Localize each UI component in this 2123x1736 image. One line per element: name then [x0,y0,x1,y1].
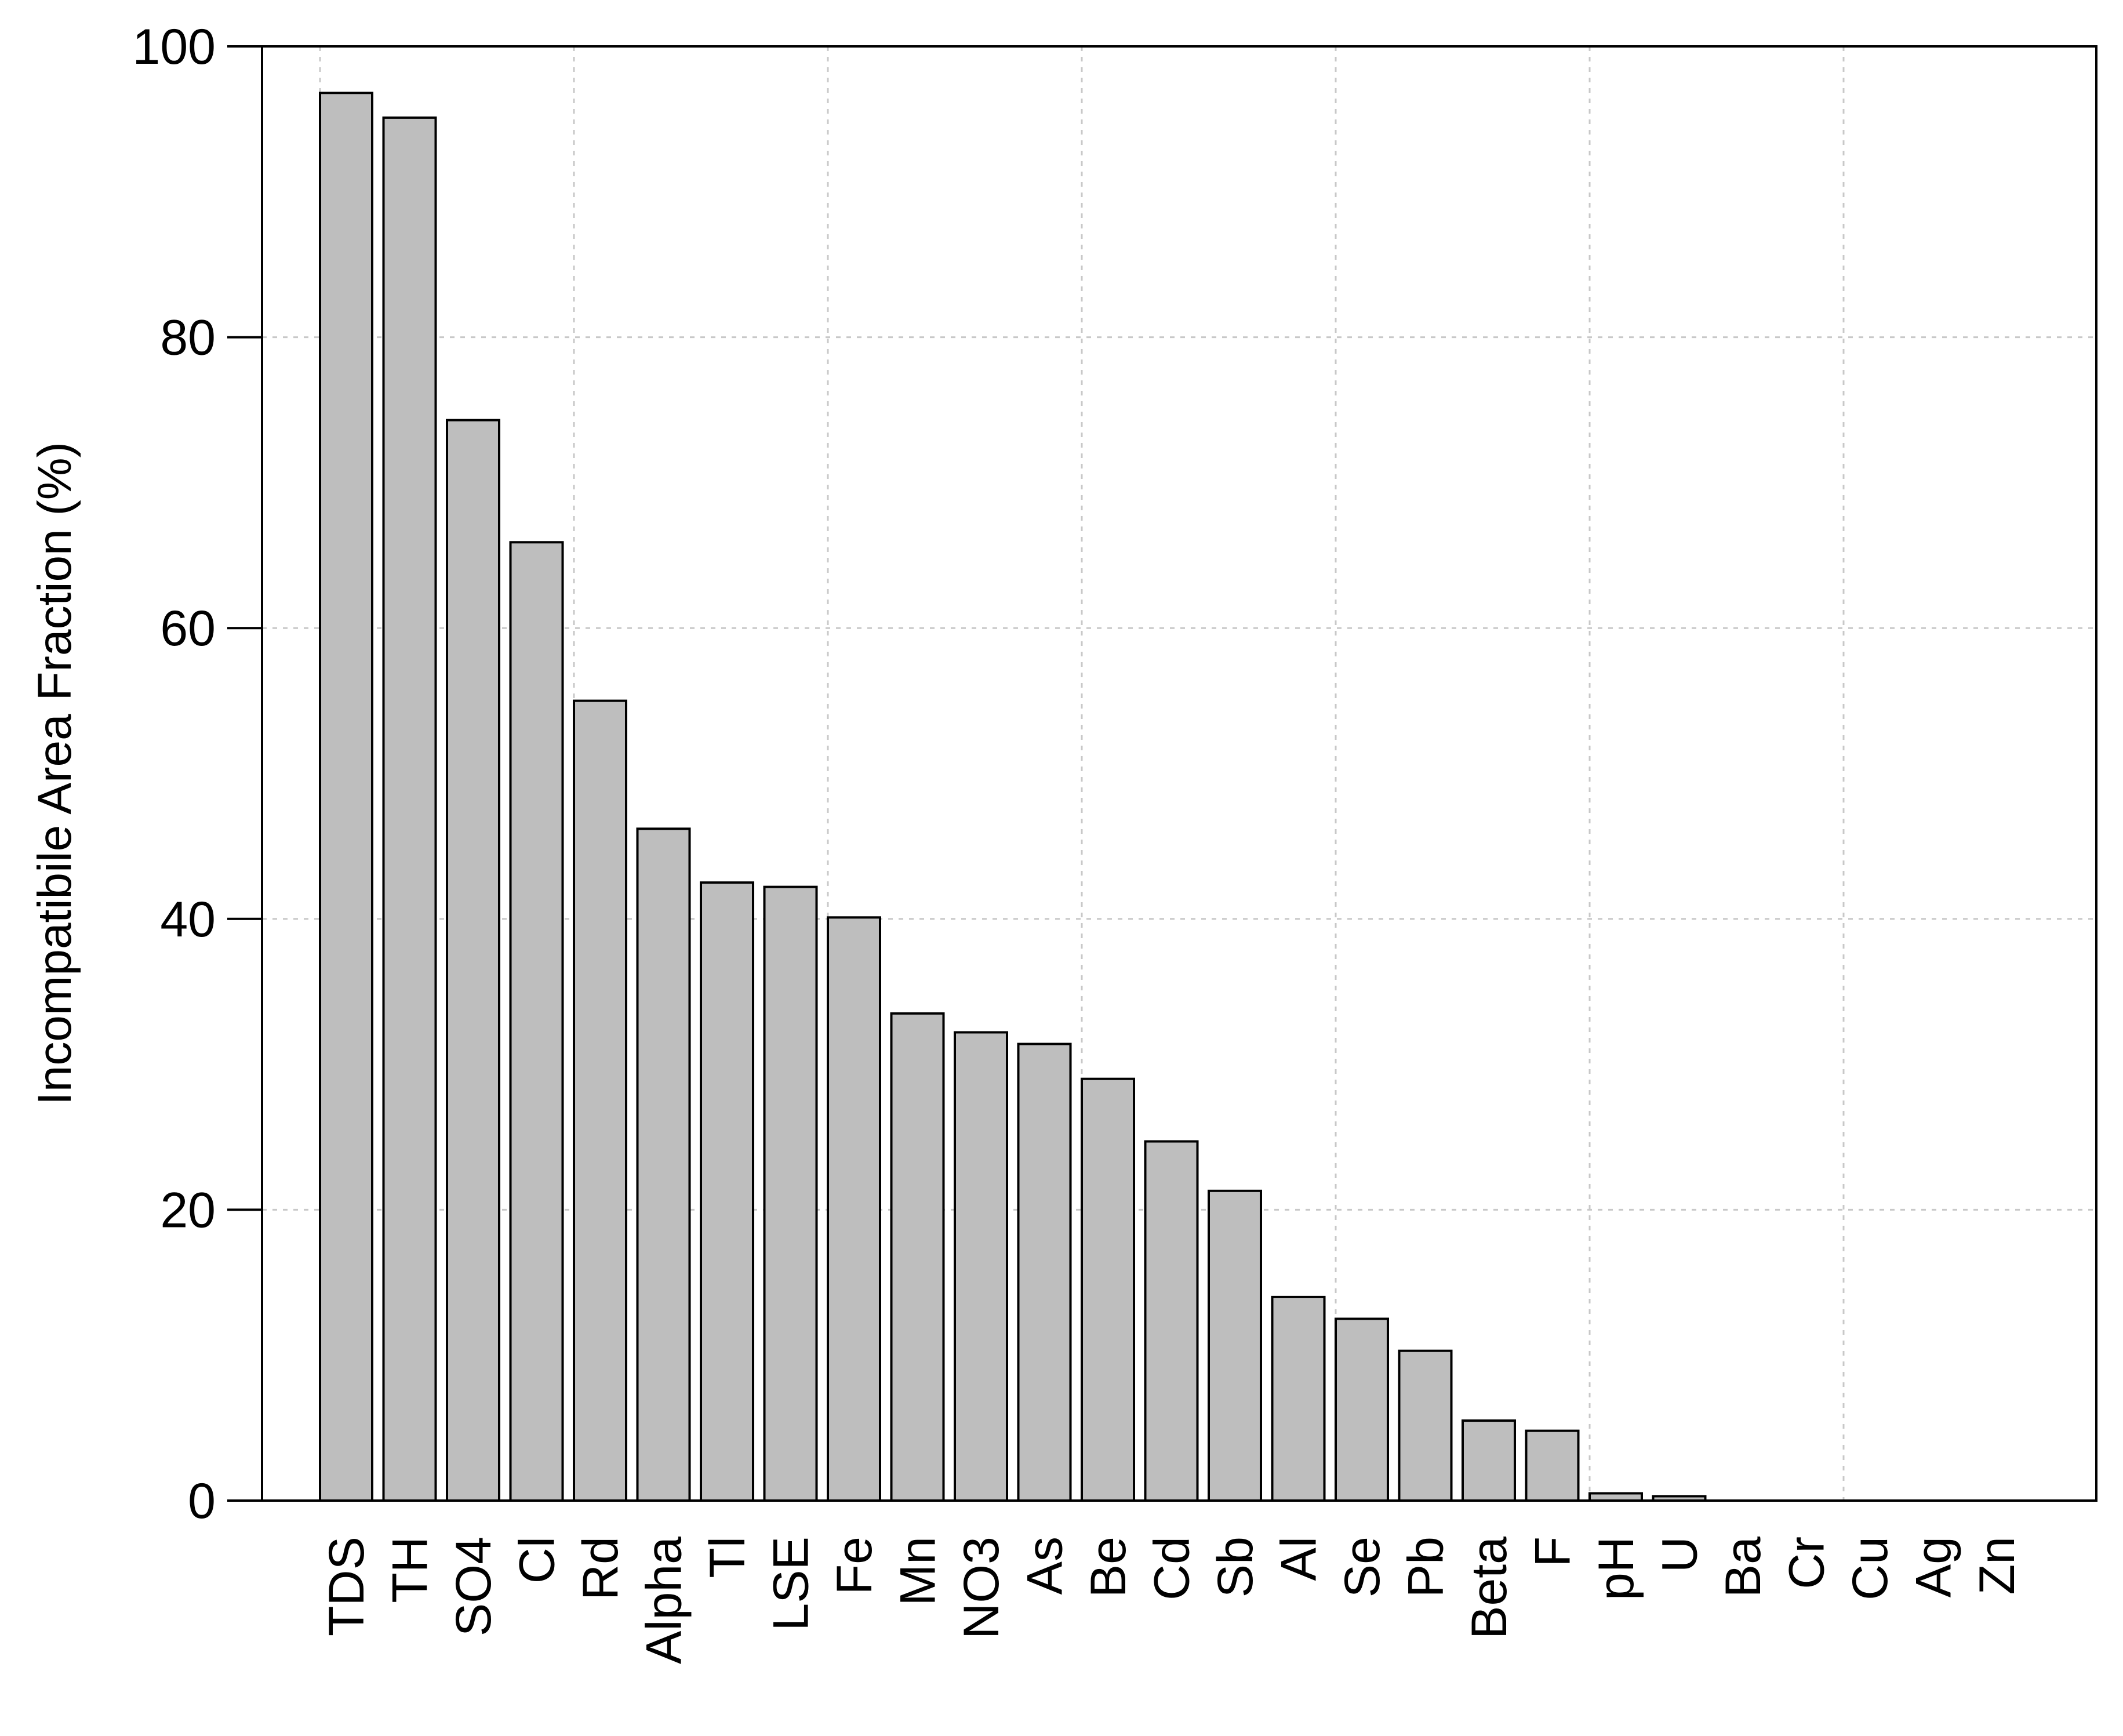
x-tick-label-Beta: Beta [1462,1537,1517,1639]
bar-Mn [890,1012,945,1502]
bar-F [1525,1429,1580,1502]
bar-NO3 [954,1031,1008,1502]
bar-Beta [1462,1419,1516,1502]
x-tick-label-Se: Se [1335,1537,1390,1597]
bar-LSE [763,885,818,1502]
x-tick-label-LSE: LSE [764,1537,819,1631]
bar-Be [1081,1077,1135,1502]
x-tick-label-Ag: Ag [1906,1537,1962,1597]
x-tick-label-Fe: Fe [827,1537,882,1595]
x-tick-label-Sb: Sb [1208,1537,1263,1597]
y-tick-label-40: 40 [160,892,216,947]
bar-TDS [319,92,373,1502]
bar-Fe [827,916,881,1502]
x-tick-label-SO4: SO4 [446,1537,501,1636]
x-tick-label-F: F [1525,1537,1581,1567]
axes: 0 20 40 60 80 100 TDS TH SO4 Cl Rd Alpha Tl LSE Fe Mn NO… [133,19,2097,1664]
y-tick-label-60: 60 [160,601,216,656]
bar-SO4 [446,419,500,1502]
x-tick-label-TDS: TDS [319,1537,375,1636]
x-tick-label-Pb: Pb [1398,1537,1454,1597]
y-tick-label-20: 20 [160,1182,216,1238]
bar-Cd [1144,1140,1199,1502]
x-tick-label-Tl: Tl [700,1537,755,1578]
bar-Alpha [636,827,691,1502]
x-tick-label-NO3: NO3 [954,1537,1009,1639]
plot-frame [261,45,2097,1502]
bar-Cl [509,541,564,1502]
bar-TH [382,116,437,1502]
x-tick-label-TH: TH [383,1537,438,1603]
x-tick-label-Rd: Rd [573,1537,628,1600]
x-tick-label-U: U [1652,1537,1708,1572]
bar-Sb [1208,1189,1262,1502]
bar-Tl [700,881,754,1502]
bar-Al [1271,1295,1326,1502]
y-axis-title: Incompatibile Area Fraction (%) [28,442,81,1105]
bar-Se [1335,1317,1389,1502]
bar-Pb [1398,1349,1453,1502]
x-tick-label-Cr: Cr [1779,1537,1835,1589]
x-tick-label-Al: Al [1271,1537,1327,1581]
x-tick-label-Cl: Cl [510,1537,565,1584]
y-tick-label-100: 100 [133,19,216,75]
x-tick-label-As: As [1017,1537,1073,1595]
x-tick-label-Mn: Mn [890,1537,946,1606]
x-tick-label-Cu: Cu [1842,1537,1898,1600]
x-tick-label-pH: pH [1588,1537,1644,1600]
x-tick-label-Be: Be [1081,1537,1136,1597]
bar-As [1017,1043,1072,1502]
x-tick-label-Zn: Zn [1969,1537,2025,1595]
bars [319,92,1707,1502]
bar-Rd [573,699,627,1502]
x-tick-label-Alpha: Alpha [637,1537,692,1664]
y-tick-label-0: 0 [188,1473,216,1529]
x-tick-label-Ba: Ba [1715,1537,1771,1597]
y-tick-label-80: 80 [160,310,216,366]
x-tick-label-Cd: Cd [1144,1537,1200,1600]
